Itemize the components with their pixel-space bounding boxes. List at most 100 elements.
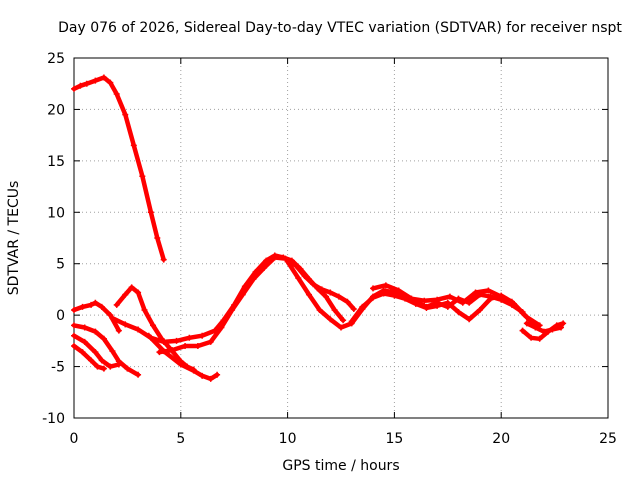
y-tick-label: 25 — [47, 51, 65, 67]
data-point — [94, 363, 101, 370]
data-point — [173, 337, 180, 344]
series-group — [71, 74, 567, 382]
data-point — [382, 282, 389, 289]
data-point — [122, 321, 129, 328]
data-point — [466, 316, 473, 323]
data-point — [511, 300, 518, 307]
data-point — [141, 307, 148, 313]
series-arc-5 — [71, 343, 107, 372]
data-point — [130, 142, 137, 149]
data-point — [107, 312, 114, 319]
y-tick-label: 20 — [47, 102, 65, 118]
data-point — [335, 293, 342, 300]
data-point — [560, 320, 567, 327]
data-point — [444, 299, 451, 306]
data-point — [301, 273, 308, 280]
data-point — [79, 303, 86, 310]
data-point — [434, 302, 441, 309]
data-point — [412, 300, 419, 307]
series-line — [110, 253, 346, 345]
data-point — [139, 173, 146, 180]
data-point — [207, 338, 214, 345]
data-point — [88, 301, 95, 308]
data-point — [182, 343, 189, 349]
data-point — [485, 287, 492, 294]
series-line — [370, 283, 542, 328]
data-point — [423, 304, 430, 311]
data-point — [395, 287, 402, 294]
data-point — [199, 372, 206, 379]
data-point — [350, 305, 357, 312]
data-point — [536, 335, 543, 342]
data-point — [81, 338, 88, 345]
data-point — [472, 289, 479, 296]
data-point — [98, 303, 105, 310]
series-line — [71, 323, 141, 378]
data-point — [100, 335, 107, 342]
series-arc-11 — [348, 290, 537, 327]
data-point — [284, 258, 291, 265]
data-point — [100, 74, 107, 81]
data-point — [487, 295, 494, 302]
x-axis: 0 5 10 15 20 25 — [70, 58, 617, 447]
data-point — [340, 317, 347, 324]
data-point — [150, 322, 157, 329]
x-tick-label: 5 — [176, 431, 185, 447]
x-tick-label: 0 — [70, 431, 79, 447]
series-arc-14 — [523, 320, 565, 335]
x-axis-label: GPS time / hours — [282, 458, 399, 474]
data-point — [519, 327, 526, 334]
data-point — [71, 343, 77, 349]
data-point — [83, 80, 90, 87]
data-point — [135, 371, 142, 378]
data-point — [305, 291, 312, 298]
series-arc-12 — [370, 282, 543, 329]
data-point — [92, 299, 99, 306]
data-point — [92, 77, 99, 84]
data-point — [239, 291, 246, 298]
data-point — [282, 255, 289, 262]
data-point — [107, 363, 114, 370]
data-point — [98, 357, 105, 364]
data-point — [154, 235, 161, 241]
data-point — [370, 285, 377, 292]
data-point — [214, 371, 221, 378]
data-point — [348, 318, 355, 325]
data-point — [370, 294, 377, 301]
data-point — [391, 292, 398, 299]
data-point — [408, 295, 415, 302]
data-point — [207, 375, 214, 382]
data-point — [229, 307, 236, 313]
data-point — [327, 316, 334, 323]
series-arc-1 — [71, 74, 167, 263]
y-tick-label: -10 — [42, 411, 65, 427]
data-point — [380, 290, 387, 297]
data-point — [523, 314, 530, 321]
data-point — [71, 332, 77, 339]
chart-title: Day 076 of 2026, Sidereal Day-to-day VTE… — [58, 20, 622, 36]
data-point — [498, 293, 505, 300]
data-point — [100, 365, 107, 372]
data-point — [107, 79, 114, 86]
data-point — [160, 338, 167, 345]
data-point — [79, 349, 86, 356]
data-point — [122, 291, 129, 298]
y-axis: -10 -5 0 5 10 15 20 25 — [42, 51, 608, 427]
data-point — [558, 324, 565, 331]
data-point — [218, 324, 225, 331]
series-arc-2 — [71, 299, 122, 334]
data-point — [455, 309, 462, 316]
y-tick-label: 15 — [47, 154, 65, 170]
data-point — [199, 332, 206, 339]
data-point — [540, 328, 547, 335]
plot-frame — [73, 57, 609, 419]
data-point — [147, 334, 154, 341]
data-point — [109, 315, 116, 322]
data-point — [186, 334, 193, 341]
series-arc-6 — [113, 284, 197, 373]
data-point — [92, 328, 99, 335]
series-line — [71, 75, 166, 262]
data-point — [327, 289, 334, 296]
x-tick-label: 25 — [599, 431, 617, 447]
